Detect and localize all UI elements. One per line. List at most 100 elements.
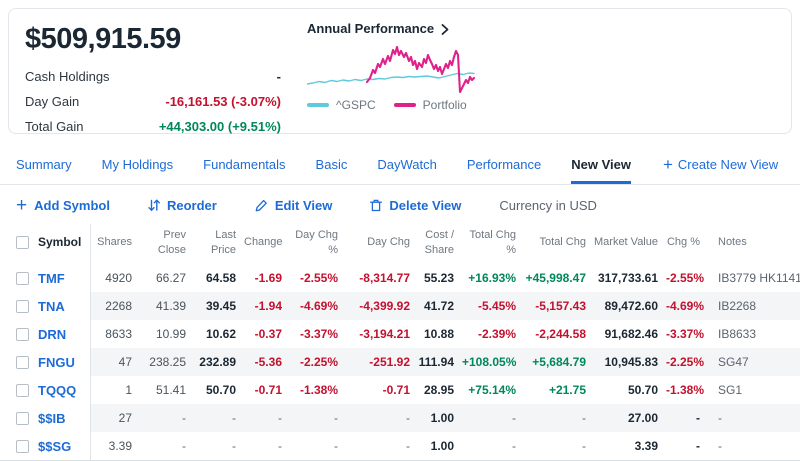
- cell: -: [718, 439, 722, 453]
- row-checkbox[interactable]: [16, 271, 29, 285]
- cell: -2,244.58: [535, 327, 586, 341]
- delete-view-button[interactable]: Delete View: [370, 198, 461, 213]
- cell: +108.05%: [460, 348, 522, 376]
- column-header-symbol: Symbol: [0, 224, 91, 264]
- column-header-cost-share: Cost / Share: [424, 229, 454, 256]
- tab-fundamentals[interactable]: Fundamentals: [203, 157, 286, 172]
- annual-performance-block: Annual Performance ^GSPC Portfolio: [307, 21, 489, 123]
- table-body: TMF 4920 66.27 64.58 -1.69 -2.55% -8,314.77 55.…: [0, 264, 800, 460]
- cell: 50.70: [627, 383, 658, 397]
- column-header-market-value: Market Value: [594, 236, 658, 249]
- total-gain-value: +44,303.00 (+9.51%): [158, 119, 281, 134]
- cell: 50.70: [205, 383, 236, 397]
- day-gain-label: Day Gain: [25, 94, 80, 109]
- tab-performance[interactable]: Performance: [466, 157, 542, 172]
- edit-view-button[interactable]: Edit View: [255, 198, 332, 213]
- row-checkbox[interactable]: [16, 327, 29, 341]
- table-row-tna: TNA 2268 41.39 39.45 -1.94 -4.69% -4,399.92 41.…: [0, 292, 800, 320]
- cell: 232.89: [192, 348, 242, 376]
- tab-basic[interactable]: Basic: [315, 157, 348, 172]
- row-checkbox[interactable]: [16, 383, 29, 397]
- cell: 3.39: [634, 439, 658, 453]
- cell: 8633: [105, 327, 132, 341]
- tab-my-holdings[interactable]: My Holdings: [101, 157, 174, 172]
- tab-daywatch[interactable]: DayWatch: [377, 157, 437, 172]
- tab-summary[interactable]: Summary: [16, 157, 72, 172]
- symbol-link[interactable]: $$SG: [38, 438, 72, 454]
- cell: -5.45%: [460, 292, 522, 320]
- cell: -1.38%: [666, 383, 705, 397]
- add-symbol-button[interactable]: + Add Symbol: [16, 196, 110, 215]
- row-checkbox[interactable]: [16, 299, 29, 313]
- cell: -: [242, 404, 288, 432]
- cell: +5,684.79: [522, 348, 592, 376]
- legend-label: ^GSPC: [336, 98, 376, 112]
- cell: 10.62: [205, 327, 236, 341]
- cash-holdings-row: Cash Holdings -: [25, 64, 281, 89]
- cell: -3,194.21: [359, 327, 410, 341]
- cell: 41.72: [416, 292, 460, 320]
- holdings-table-wrap: Symbol Shares Prev Close Last Price Change Da…: [0, 224, 800, 461]
- cell: -4,399.92: [344, 292, 416, 320]
- portfolio-total-value: $509,915.59: [25, 23, 181, 55]
- annual-performance-link[interactable]: Annual Performance: [307, 21, 489, 36]
- reorder-button[interactable]: Reorder: [148, 198, 217, 213]
- cell: 1: [125, 383, 132, 397]
- cash-holdings-label: Cash Holdings: [25, 69, 110, 84]
- column-header-day-chg: Day Chg: [367, 236, 410, 249]
- cell: 89,472.60: [592, 292, 664, 320]
- symbol-link[interactable]: TQQQ: [38, 382, 77, 398]
- cell: 111.94: [416, 348, 460, 376]
- cell: 10.99: [155, 327, 186, 341]
- cell: 1.00: [430, 439, 454, 453]
- cell: 317,733.61: [597, 271, 658, 285]
- symbol-cell: TMF: [0, 264, 91, 292]
- table-row-fngu: FNGU 47 238.25 232.89 -5.36 -2.25% -251.92 111.…: [0, 348, 800, 376]
- cell: 55.23: [423, 271, 454, 285]
- portfolio-summary-card: $509,915.59 Cash Holdings - Day Gain -16…: [8, 8, 792, 134]
- table-row-drn: DRN 8633 10.99 10.62 -0.37 -3.37% -3,194.21 10.…: [0, 320, 800, 348]
- trash-icon: [370, 199, 383, 212]
- series-line-portfolio: [365, 45, 476, 94]
- symbol-link[interactable]: $$IB: [38, 410, 66, 426]
- delete-view-label: Delete View: [389, 198, 462, 213]
- cell: 27: [90, 404, 138, 432]
- total-gain-label: Total Gain: [25, 119, 84, 134]
- cell: -3.37%: [666, 327, 705, 341]
- cell: 91,682.46: [604, 327, 658, 341]
- summary-block: $509,915.59 Cash Holdings - Day Gain -16…: [25, 21, 281, 134]
- symbol-link[interactable]: FNGU: [38, 354, 75, 370]
- column-header-notes: Notes: [718, 236, 747, 249]
- column-header-last-price: Last Price: [210, 229, 236, 256]
- row-checkbox[interactable]: [16, 355, 29, 369]
- add-symbol-label: Add Symbol: [34, 198, 110, 213]
- tab-list: Summary My Holdings Fundamentals Basic DayWa…: [16, 144, 631, 184]
- series-line-gspc: [307, 72, 475, 85]
- cell: +16.93%: [468, 271, 516, 285]
- cell: -: [512, 439, 516, 453]
- cell: 51.41: [155, 383, 186, 397]
- select-all-checkbox[interactable]: [16, 236, 29, 249]
- legend-swatch: [393, 103, 416, 107]
- row-checkbox[interactable]: [16, 411, 29, 425]
- column-header-chg: Chg %: [666, 236, 700, 249]
- chevron-right-icon: [441, 23, 449, 35]
- symbol-cell: TQQQ: [0, 376, 91, 404]
- cash-holdings-value: -: [276, 69, 281, 84]
- cell: +45,998.47: [525, 271, 586, 285]
- cell: -3.37%: [299, 327, 338, 341]
- row-checkbox[interactable]: [16, 439, 29, 453]
- symbol-link[interactable]: TMF: [38, 270, 65, 286]
- column-header-day-chg: Day Chg %: [295, 229, 338, 256]
- tab-new-view[interactable]: New View: [571, 144, 631, 184]
- cell: 1.00: [416, 404, 460, 432]
- cell: -: [582, 439, 586, 453]
- currency-indicator: Currency in USD: [499, 198, 597, 213]
- cell: 39.45: [192, 292, 242, 320]
- cell: -4.69%: [288, 292, 344, 320]
- create-new-view-button[interactable]: + Create New View: [663, 144, 778, 184]
- cell: IB2268: [706, 292, 800, 320]
- symbol-cell: TNA: [0, 292, 91, 320]
- symbol-link[interactable]: DRN: [38, 326, 67, 342]
- symbol-link[interactable]: TNA: [38, 298, 65, 314]
